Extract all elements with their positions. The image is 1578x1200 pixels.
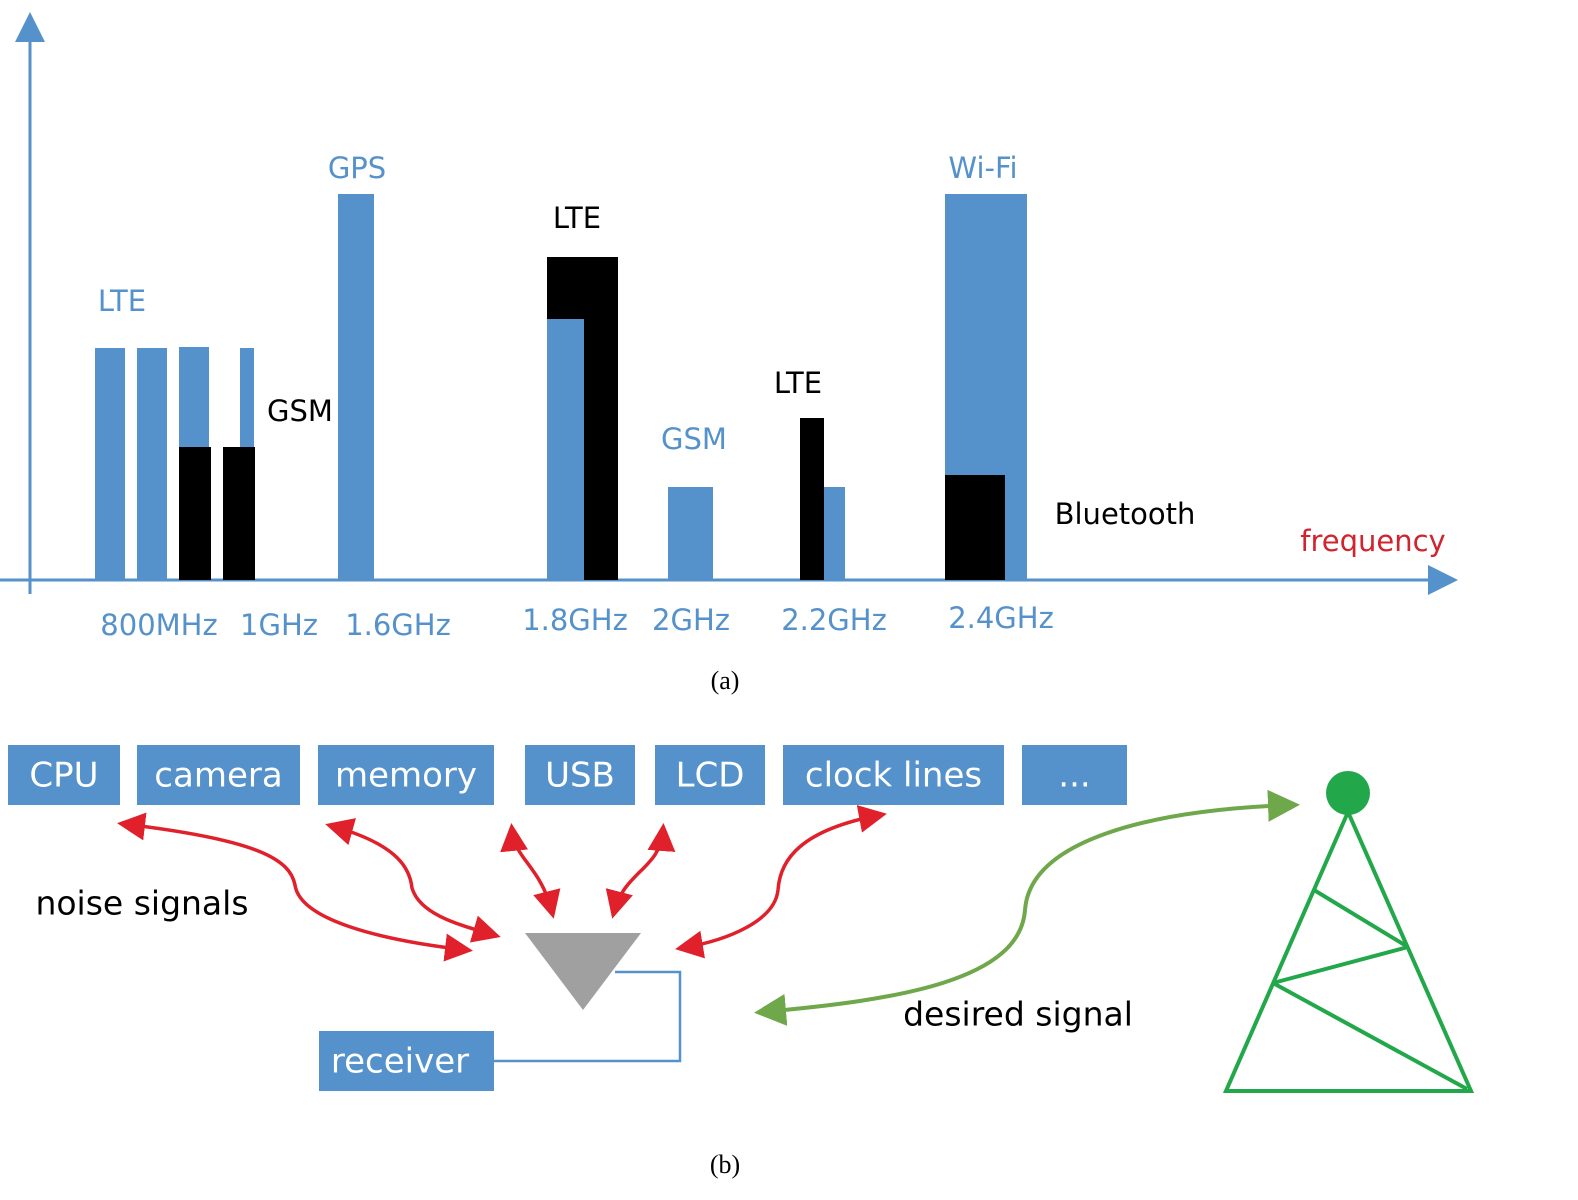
band-label: GSM	[661, 422, 727, 456]
frequency-label: 2GHz	[652, 603, 730, 637]
band-label: GPS	[328, 151, 386, 185]
band-label: LTE	[553, 201, 601, 235]
caption: (b)	[710, 1150, 740, 1179]
band-label: Wi-Fi	[948, 151, 1017, 185]
source-box	[137, 745, 300, 805]
source-label: camera	[154, 756, 282, 796]
source-label: memory	[335, 756, 477, 796]
noise-arrows	[117, 805, 887, 962]
band-label: GSM	[267, 394, 333, 428]
caption: (a)	[711, 666, 740, 695]
noise-diagram: receiver	[117, 771, 1475, 1093]
source-label: LCD	[676, 756, 745, 796]
source-box	[655, 745, 765, 805]
source-box	[783, 745, 1004, 805]
source-label: CPU	[29, 756, 98, 796]
source-label: clock lines	[805, 756, 982, 796]
source-box	[525, 745, 635, 805]
tower	[1222, 807, 1475, 1093]
frequency-label: 2.4GHz	[948, 601, 1054, 635]
source-label: ...	[1058, 756, 1090, 796]
frequency-label: 2.2GHz	[781, 603, 887, 637]
source-box	[318, 745, 494, 805]
band-label: LTE	[774, 366, 822, 400]
receiver-label: receiver	[331, 1042, 469, 1082]
source-box	[8, 745, 120, 805]
source-box	[1022, 745, 1127, 805]
frequency-label: 1.6GHz	[345, 608, 451, 642]
bands-black	[179, 257, 1005, 580]
frequency-label: 800MHz	[100, 608, 217, 642]
frequency-label: 1.8GHz	[522, 603, 628, 637]
receiver-box	[319, 1031, 494, 1091]
source-label: USB	[545, 756, 615, 796]
tower-top	[1326, 771, 1370, 815]
band-label: LTE	[98, 284, 146, 318]
signal-arrow	[754, 789, 1300, 1026]
axis-label: frequency	[1300, 524, 1445, 558]
spectrum-chart	[0, 12, 1458, 595]
band-label: Bluetooth	[1055, 497, 1196, 531]
noise-label: noise signals	[35, 884, 248, 923]
desired-label: desired signal	[903, 995, 1133, 1034]
antenna	[525, 933, 641, 1010]
frequency-label: 1GHz	[240, 608, 318, 642]
connector	[494, 970, 682, 1063]
